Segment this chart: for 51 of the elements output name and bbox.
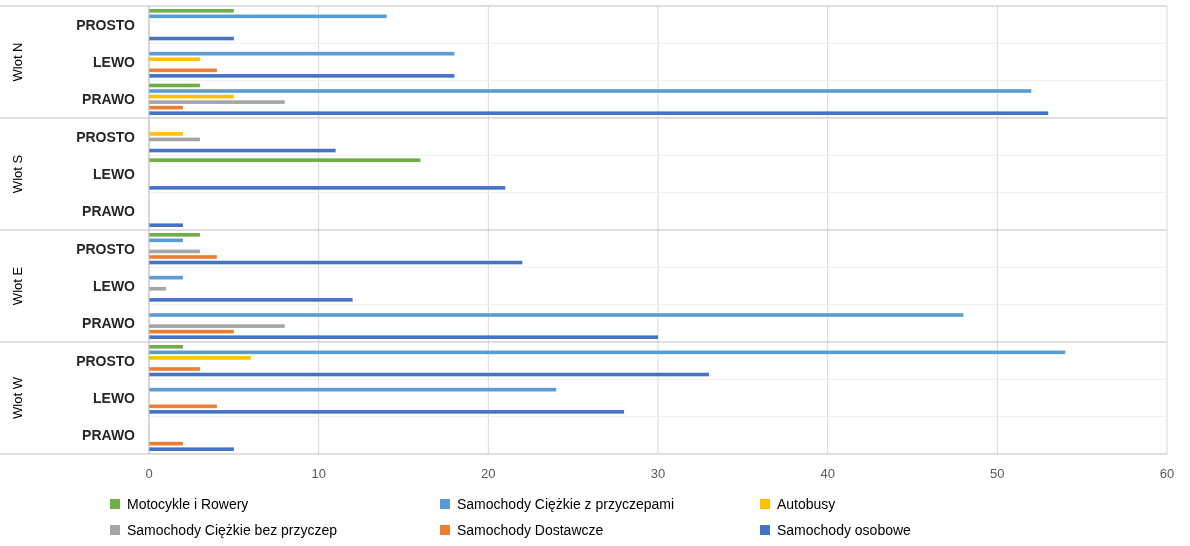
bar (149, 410, 625, 414)
legend-label: Samochody osobowe (777, 522, 912, 538)
y-tick-label: PROSTO (76, 16, 136, 33)
bar (149, 367, 200, 371)
bar (149, 57, 200, 62)
bar (149, 9, 234, 13)
bar (149, 345, 183, 349)
text: Wlot N (10, 42, 25, 82)
text: Wlot S (10, 154, 25, 194)
x-tick-label: 0 (145, 466, 153, 481)
legend-label: Samochody Dostawcze (457, 522, 604, 538)
bar (149, 111, 1049, 115)
bar (149, 100, 285, 104)
y-tick-label: PRAWO (82, 427, 136, 444)
bar (149, 447, 234, 451)
bar (149, 286, 166, 291)
bar (149, 186, 506, 190)
x-tick-label: 60 (1159, 466, 1175, 481)
y-tick-label: LEWO (93, 278, 136, 294)
x-tick-label: 20 (481, 466, 496, 481)
bar (149, 356, 251, 360)
y-tick-label: PRAWO (82, 203, 136, 220)
y-tick-label: LEWO (93, 166, 136, 182)
y-tick-label: LEWO (93, 390, 136, 406)
bar (149, 298, 353, 302)
legend-label: Autobusy (777, 496, 836, 512)
bar (149, 132, 183, 136)
bar (149, 74, 455, 78)
x-tick-label: 10 (311, 466, 326, 481)
y-tick-label: PROSTO (76, 240, 136, 257)
bar (149, 313, 964, 317)
x-tick-label: 40 (820, 466, 835, 481)
x-tick-label: 50 (990, 466, 1005, 481)
y-tick-label: PROSTO (76, 352, 136, 369)
y-tick-label: PRAWO (82, 315, 136, 332)
text: Wlot W (10, 376, 25, 419)
bar (149, 233, 200, 237)
text: Wlot E (10, 266, 25, 306)
bar (149, 89, 1032, 93)
legend-label: Motocykle i Rowery (127, 496, 249, 512)
bar (149, 223, 183, 227)
y-tick-label: PROSTO (76, 128, 136, 145)
bar (149, 158, 421, 162)
bar (149, 335, 658, 339)
legend-label: Samochody Ciężkie bez przyczep (127, 522, 338, 538)
legend-label: Samochody Ciężkie z przyczepami (457, 496, 675, 512)
bar (149, 324, 285, 328)
x-tick-label: 30 (650, 466, 666, 481)
y-tick-label: LEWO (93, 54, 136, 70)
bar (149, 255, 217, 259)
y-tick-label: PRAWO (82, 91, 136, 108)
